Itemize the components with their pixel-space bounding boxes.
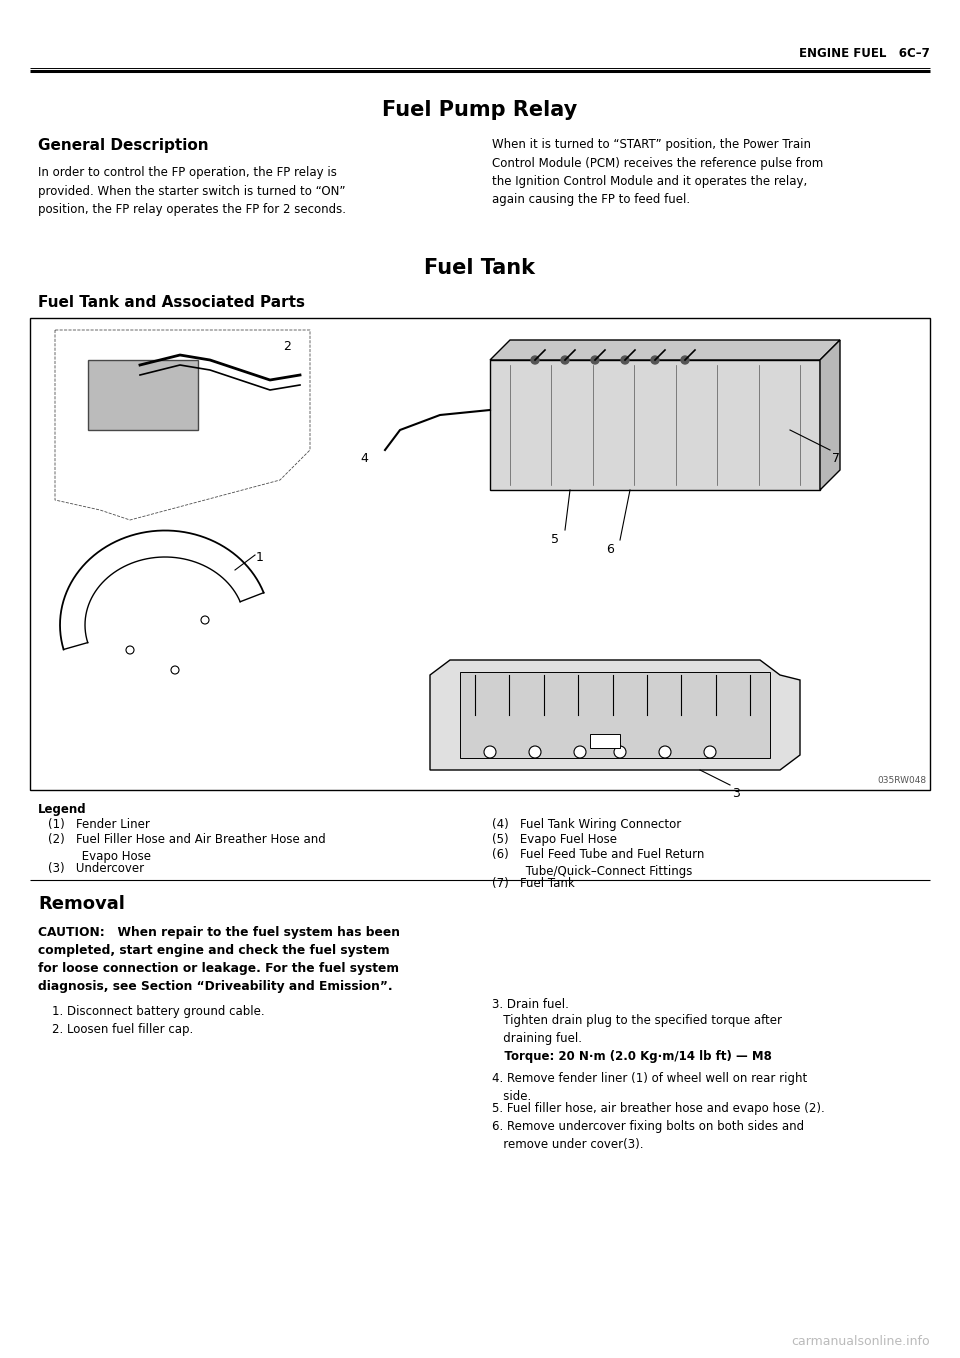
Text: Fuel Tank: Fuel Tank [424,258,536,278]
Text: Removal: Removal [38,895,125,913]
Text: When it is turned to “START” position, the Power Train
Control Module (PCM) rece: When it is turned to “START” position, t… [492,139,824,206]
Text: (1)   Fender Liner: (1) Fender Liner [48,818,150,831]
Text: Torque: 20 N·m (2.0 Kg·m/14 lb ft) — M8: Torque: 20 N·m (2.0 Kg·m/14 lb ft) — M8 [492,1050,772,1063]
Text: Fuel Pump Relay: Fuel Pump Relay [382,100,578,120]
Text: 3. Drain fuel.: 3. Drain fuel. [492,998,569,1010]
Text: (5)   Evapo Fuel Hose: (5) Evapo Fuel Hose [492,832,617,846]
Text: CAUTION:   When repair to the fuel system has been
completed, start engine and c: CAUTION: When repair to the fuel system … [38,926,400,993]
Text: 1: 1 [256,551,264,564]
Text: 4: 4 [360,452,368,464]
Circle shape [651,356,659,364]
Text: General Description: General Description [38,139,208,153]
Text: In order to control the FP operation, the FP relay is
provided. When the starter: In order to control the FP operation, th… [38,166,346,216]
Text: Fuel Tank and Associated Parts: Fuel Tank and Associated Parts [38,295,305,310]
Bar [490,360,820,490]
Text: Tighten drain plug to the specified torque after
   draining fuel.: Tighten drain plug to the specified torq… [492,1014,782,1046]
Polygon shape [820,340,840,490]
Text: 6: 6 [606,543,614,555]
Bar [590,735,620,748]
Circle shape [561,356,569,364]
Text: (7)   Fuel Tank: (7) Fuel Tank [492,877,575,889]
Text: carmanualsonline.info: carmanualsonline.info [791,1335,930,1348]
Text: 2: 2 [283,340,291,353]
Circle shape [681,356,689,364]
Circle shape [621,356,629,364]
Text: 035RW048: 035RW048 [876,775,926,785]
Bar [30,318,930,790]
Text: (3)   Undercover: (3) Undercover [48,862,144,875]
Circle shape [591,356,599,364]
Text: 5. Fuel filler hose, air breather hose and evapo hose (2).: 5. Fuel filler hose, air breather hose a… [492,1101,825,1115]
Polygon shape [430,660,800,770]
Text: (4)   Fuel Tank Wiring Connector: (4) Fuel Tank Wiring Connector [492,818,682,831]
Text: (2)   Fuel Filler Hose and Air Breather Hose and
         Evapo Hose: (2) Fuel Filler Hose and Air Breather Ho… [48,832,325,862]
Circle shape [614,746,626,758]
Text: 1. Disconnect battery ground cable.: 1. Disconnect battery ground cable. [52,1005,265,1018]
Text: 5: 5 [551,532,559,546]
Text: 6. Remove undercover fixing bolts on both sides and
   remove under cover(3).: 6. Remove undercover fixing bolts on bot… [492,1120,804,1152]
Bar [88,360,198,430]
Text: 7: 7 [832,452,840,464]
Polygon shape [490,340,840,360]
Bar [460,672,770,758]
Circle shape [531,356,539,364]
Circle shape [529,746,541,758]
Text: (6)   Fuel Feed Tube and Fuel Return
         Tube/Quick–Connect Fittings: (6) Fuel Feed Tube and Fuel Return Tube/… [492,847,705,879]
Circle shape [704,746,716,758]
Text: 4. Remove fender liner (1) of wheel well on rear right
   side.: 4. Remove fender liner (1) of wheel well… [492,1071,807,1103]
Circle shape [484,746,496,758]
Circle shape [574,746,586,758]
Text: ENGINE FUEL   6C–7: ENGINE FUEL 6C–7 [800,48,930,60]
Text: 3: 3 [732,788,740,800]
Text: Legend: Legend [38,803,86,816]
Text: 2. Loosen fuel filler cap.: 2. Loosen fuel filler cap. [52,1023,193,1036]
Circle shape [659,746,671,758]
